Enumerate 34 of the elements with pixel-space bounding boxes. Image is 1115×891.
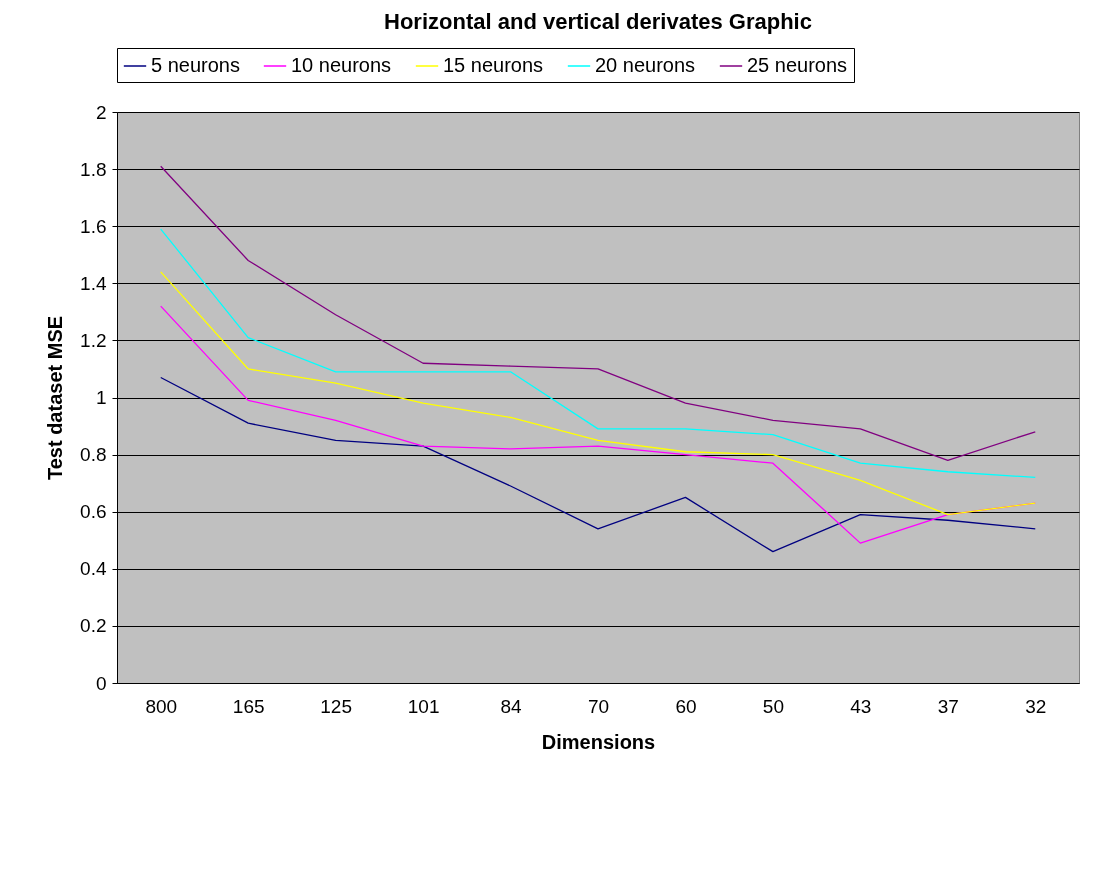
y-tick-label: 0.2 [80,615,107,637]
x-tick-label: 60 [675,695,697,717]
y-tick-label: 0.8 [80,444,107,466]
y-tick-label: 0.4 [80,558,107,580]
y-tick-label: 1.8 [80,158,107,180]
y-tick-label: 2 [95,101,107,123]
x-tick-label: 50 [762,695,784,717]
line-series [160,271,1036,516]
x-tick-label: 43 [850,695,872,717]
line-series [160,228,1036,479]
y-tick-label: 1 [95,387,107,408]
legend-label: 15 neurons [443,54,544,76]
y-tick-label: 1.6 [80,215,107,237]
x-tick-label: 84 [500,695,523,717]
y-tick-label: 1.4 [80,272,107,294]
line-series [160,376,1036,553]
y-tick-label: 0.6 [80,501,107,523]
chart-title: Horizontal and vertical derivates Graphic [384,8,812,34]
legend-label: 5 neurons [151,54,240,76]
x-tick-label: 165 [232,695,265,717]
legend-label: 25 neurons [747,54,848,76]
y-tick-label: 0 [95,672,107,694]
x-tick-label: 37 [937,695,959,717]
y-tick-label: 1.2 [80,329,107,351]
x-tick-label: 70 [587,695,610,717]
x-tick-label: 800 [145,695,178,717]
x-axis-title: Dimensions [541,730,656,753]
legend-label: 20 neurons [595,54,696,76]
y-axis-title: Test dataset MSE [44,315,67,481]
legend-label: 10 neurons [291,54,392,76]
x-tick-label: 125 [320,695,352,717]
x-tick-label: 32 [1025,695,1047,717]
x-tick-label: 101 [407,695,440,717]
line-series [160,165,1036,461]
